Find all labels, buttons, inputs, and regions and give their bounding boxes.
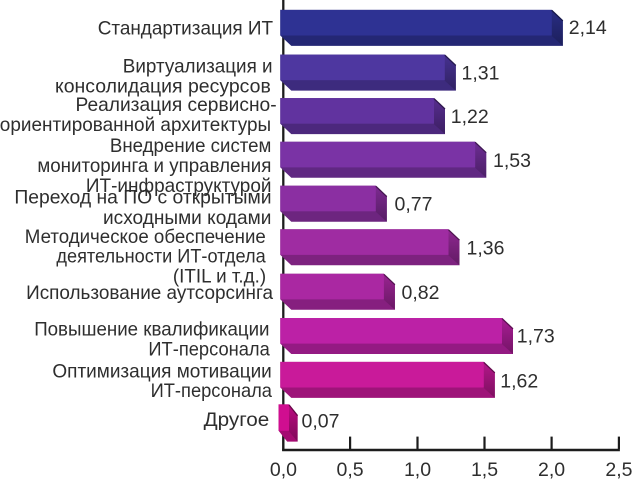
svg-text:1,36: 1,36: [467, 237, 505, 259]
svg-text:1,22: 1,22: [451, 106, 489, 128]
svg-text:1,5: 1,5: [471, 459, 498, 481]
svg-text:Переход на ПО с открытыми: Переход на ПО с открытыми: [14, 187, 271, 209]
svg-text:2,0: 2,0: [538, 459, 565, 481]
svg-text:Другое: Другое: [204, 409, 270, 431]
svg-text:0,0: 0,0: [270, 459, 297, 481]
svg-text:0,82: 0,82: [402, 282, 440, 304]
svg-text:1,53: 1,53: [493, 150, 531, 172]
svg-text:исходными кодами: исходными кодами: [103, 207, 271, 229]
svg-text:деятельности ИТ-отдела: деятельности ИТ-отдела: [56, 246, 265, 268]
svg-text:2,14: 2,14: [569, 17, 607, 39]
svg-text:(ITIL и т.д.): (ITIL и т.д.): [173, 266, 266, 288]
svg-text:Внедрение систем: Внедрение систем: [110, 135, 272, 157]
svg-text:2,5: 2,5: [605, 459, 632, 481]
svg-text:Стандартизация ИТ: Стандартизация ИТ: [98, 17, 273, 39]
svg-text:ориентированной архитектуры: ориентированной архитектуры: [0, 114, 271, 136]
svg-text:1,0: 1,0: [404, 459, 431, 481]
svg-text:1,73: 1,73: [517, 326, 555, 348]
svg-text:ИТ-персонала: ИТ-персонала: [151, 380, 273, 402]
svg-text:Использование аутсорсинга: Использование аутсорсинга: [26, 282, 273, 304]
svg-text:Виртуализация и: Виртуализация и: [123, 56, 273, 78]
svg-text:1,31: 1,31: [462, 63, 500, 85]
svg-text:Реализация сервисно-: Реализация сервисно-: [76, 94, 277, 116]
svg-text:ИТ-инфраструктурой: ИТ-инфраструктурой: [86, 175, 272, 197]
svg-text:Повышение квалификации: Повышение квалификации: [34, 319, 269, 341]
svg-text:консолидация ресурсов: консолидация ресурсов: [55, 75, 271, 97]
svg-text:0,07: 0,07: [302, 410, 340, 432]
svg-text:Оптимизация мотивации: Оптимизация мотивации: [52, 360, 271, 382]
svg-text:мониторинга и управления: мониторинга и управления: [37, 155, 271, 177]
svg-text:1,62: 1,62: [500, 370, 538, 392]
svg-text:ИТ-персонала: ИТ-персонала: [148, 338, 270, 360]
svg-text:0,5: 0,5: [337, 459, 364, 481]
svg-text:Методическое обеспечение: Методическое обеспечение: [25, 226, 266, 248]
svg-text:0,77: 0,77: [395, 194, 433, 216]
